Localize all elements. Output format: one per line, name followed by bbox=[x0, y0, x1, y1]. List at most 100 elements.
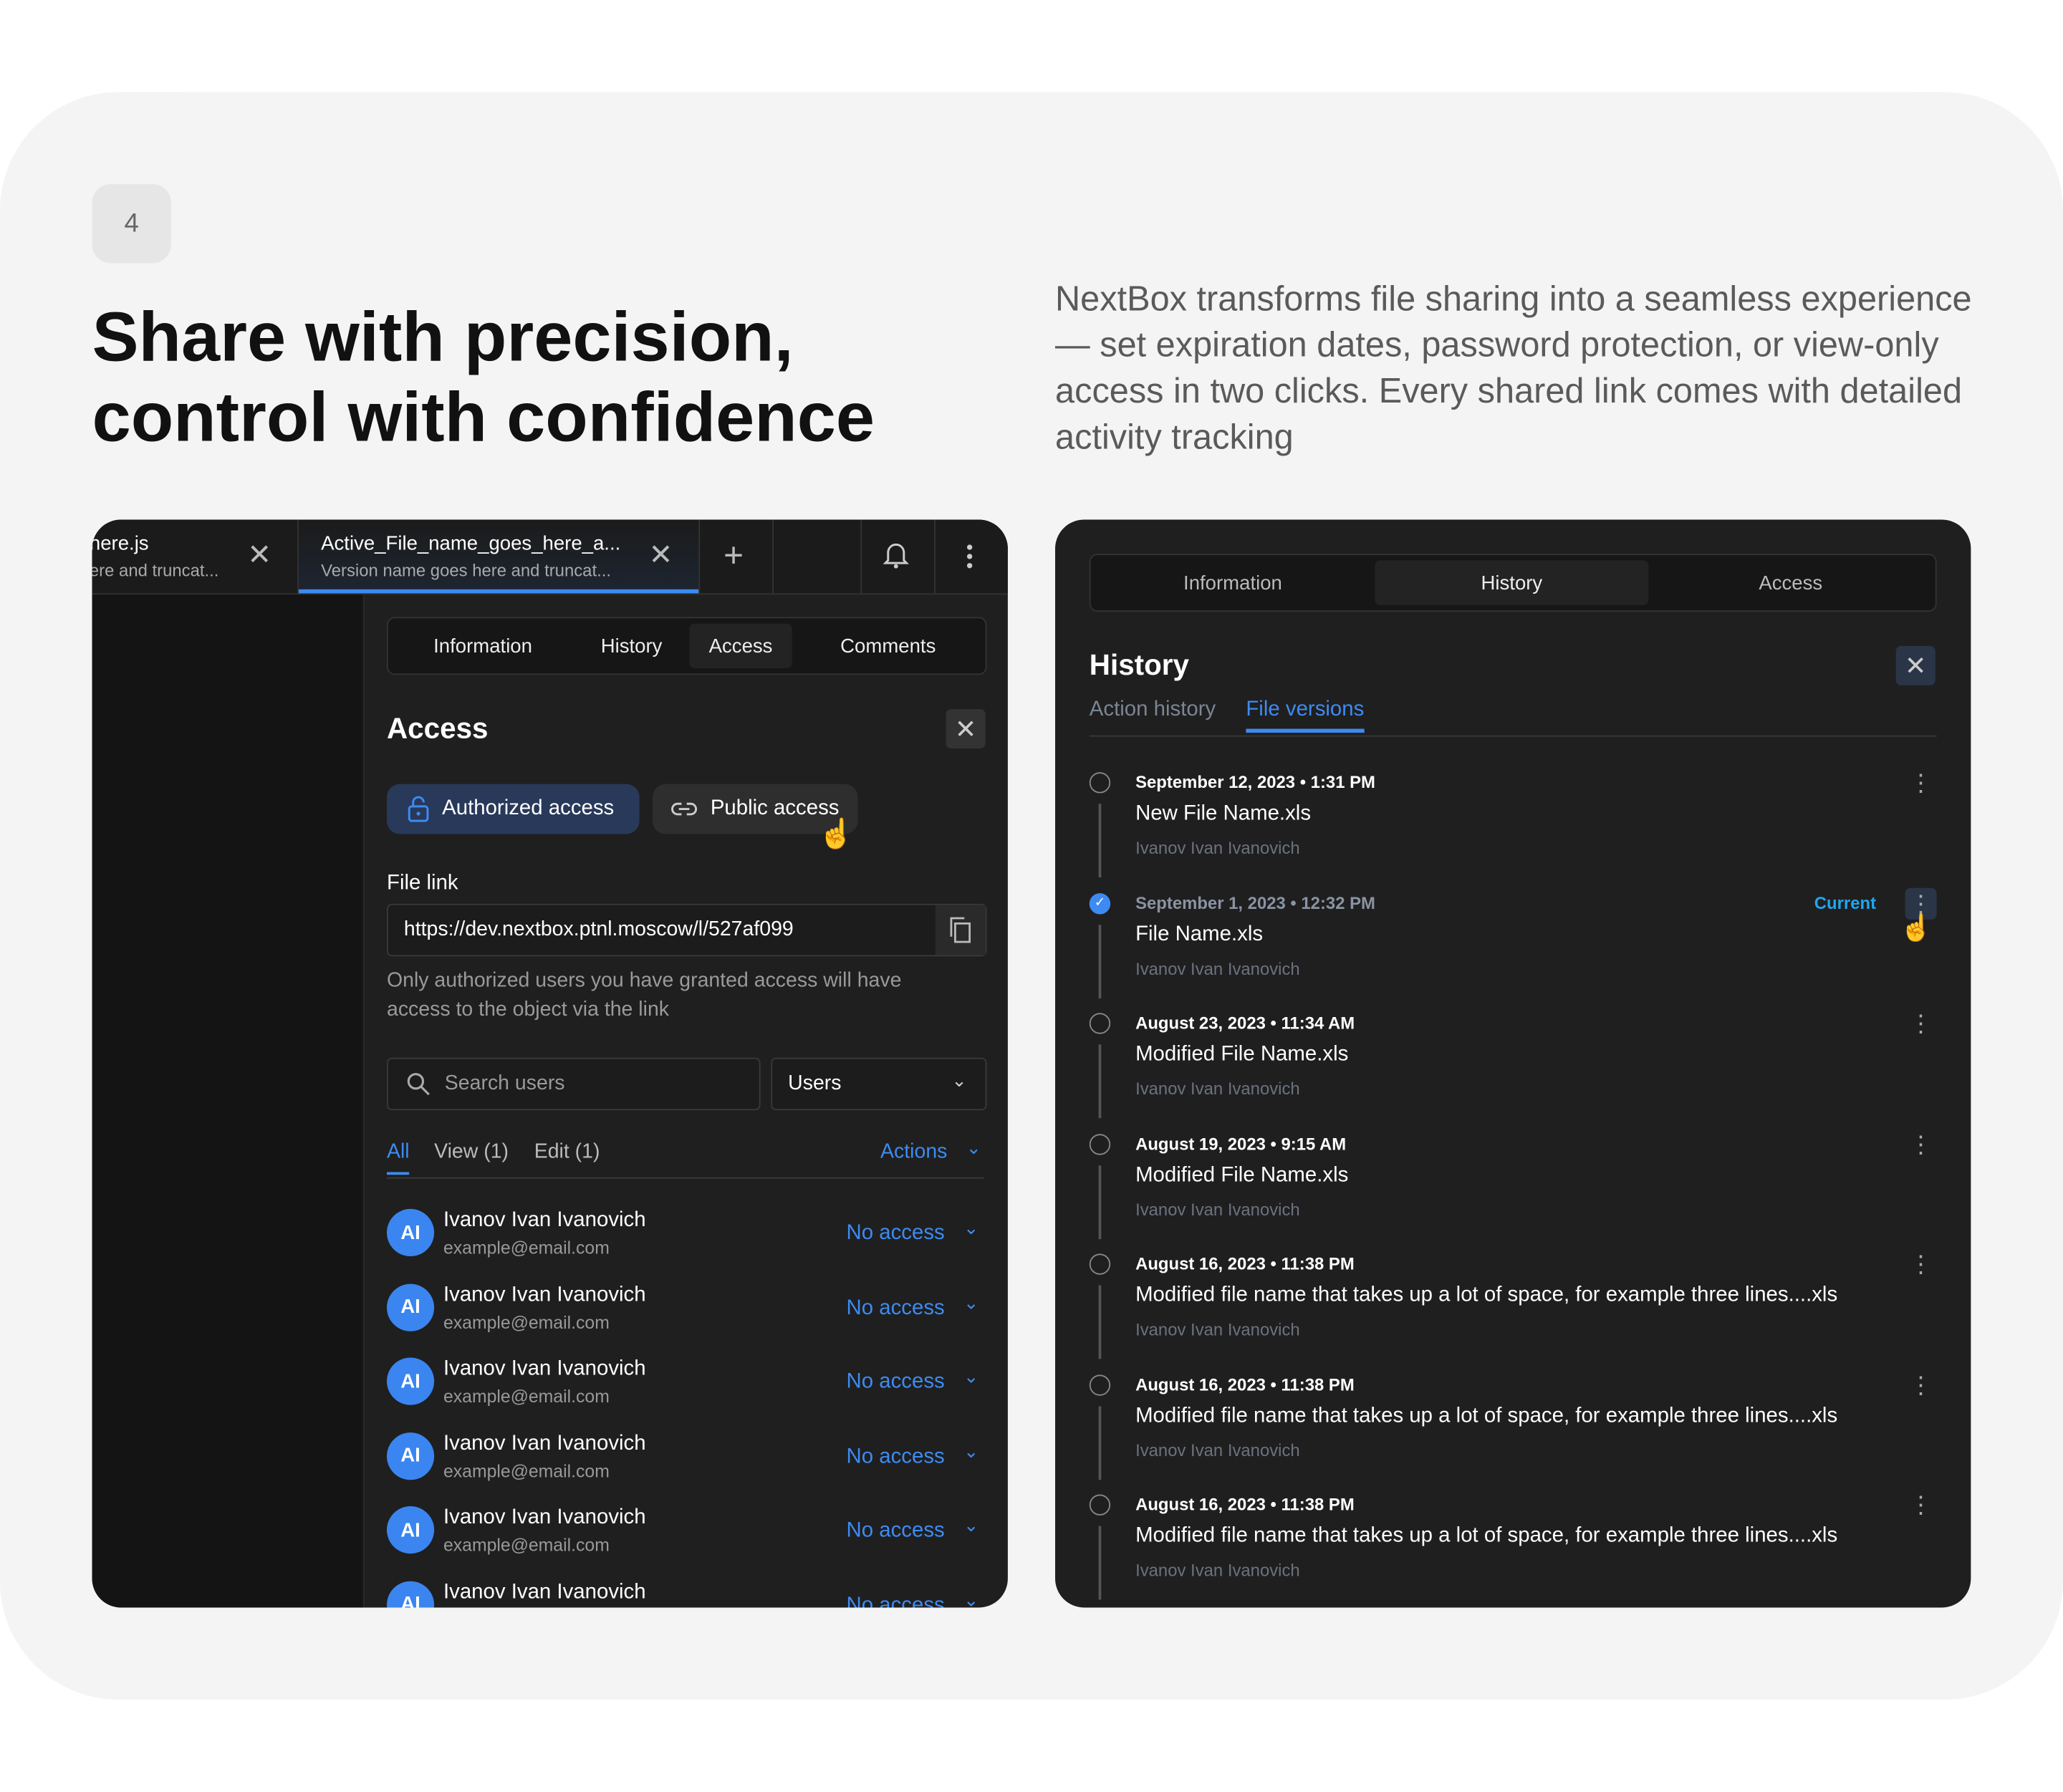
chevron-down-icon: ⌄ bbox=[963, 1216, 979, 1238]
version-author: Ivanov Ivan Ivanovich bbox=[1135, 958, 1300, 978]
avatar: AI bbox=[386, 1580, 435, 1608]
user-email: example@email.com bbox=[443, 1460, 610, 1481]
sub-tab-file-versions[interactable]: File versions bbox=[1246, 698, 1365, 733]
actions-dropdown[interactable]: Actions bbox=[880, 1140, 948, 1163]
user-name: Ivanov Ivan Ivanovich bbox=[443, 1283, 646, 1306]
more-vertical-icon[interactable]: ⋮ bbox=[1909, 769, 1933, 796]
user-row: AI Ivanov Ivan Ivanovich example@email.c… bbox=[386, 1430, 984, 1488]
current-badge: Current bbox=[1814, 892, 1877, 912]
version-date: August 16, 2023 • 11:38 PM bbox=[1135, 1253, 1355, 1273]
version-item: August 23, 2023 • 11:34 AM Modified File… bbox=[1089, 1011, 1937, 1123]
hand-cursor-icon: ☝ bbox=[818, 816, 855, 850]
link-hint: Only authorized users you have granted a… bbox=[386, 969, 902, 1021]
access-level-dropdown[interactable]: No access bbox=[846, 1445, 945, 1468]
filter-tabs: All View (1) Edit (1) Actions ⌄ bbox=[386, 1137, 984, 1179]
circle-icon bbox=[1089, 1253, 1111, 1275]
close-icon[interactable]: ✕ bbox=[648, 538, 673, 572]
version-author: Ivanov Ivan Ivanovich bbox=[1135, 1319, 1300, 1339]
chevron-down-icon: ⌄ bbox=[963, 1440, 979, 1461]
user-name: Ivanov Ivan Ivanovich bbox=[443, 1506, 646, 1529]
more-vertical-icon[interactable]: ⋮ bbox=[1905, 887, 1937, 919]
version-name: Modified file name that takes up a lot o… bbox=[1135, 1524, 1838, 1547]
file-tab[interactable]: here.js ere and truncat... ✕ bbox=[92, 519, 297, 593]
more-vertical-icon[interactable]: ⋮ bbox=[1909, 1371, 1933, 1398]
version-name: New File Name.xls bbox=[1135, 802, 1312, 825]
avatar: AI bbox=[386, 1432, 435, 1480]
bell-icon[interactable] bbox=[883, 541, 910, 577]
access-level-dropdown[interactable]: No access bbox=[846, 1222, 945, 1245]
chevron-down-icon: ⌄ bbox=[963, 1514, 979, 1536]
public-access-label: Public access bbox=[710, 797, 840, 820]
user-email: example@email.com bbox=[443, 1535, 610, 1555]
file-tab-bar: here.js ere and truncat... ✕ Active_File… bbox=[92, 519, 1008, 595]
avatar: AI bbox=[386, 1357, 435, 1405]
avatar: AI bbox=[386, 1208, 435, 1257]
version-date: August 23, 2023 • 11:34 AM bbox=[1135, 1013, 1355, 1033]
tab-access[interactable]: Access bbox=[1759, 572, 1823, 594]
close-panel-button[interactable]: ✕ bbox=[1895, 645, 1935, 685]
version-name: Modified file name that takes up a lot o… bbox=[1135, 1404, 1838, 1427]
version-item: August 16, 2023 • 11:38 PM Modified file… bbox=[1089, 1372, 1937, 1484]
user-email: example@email.com bbox=[443, 1312, 610, 1332]
chevron-down-icon: ⌄ bbox=[951, 1069, 967, 1091]
file-link-field[interactable]: https://dev.nextbox.ptnl.moscow/l/527af0… bbox=[386, 903, 987, 957]
filter-tab-view[interactable]: View (1) bbox=[434, 1140, 509, 1163]
access-level-dropdown[interactable]: No access bbox=[846, 1370, 945, 1394]
more-vertical-icon[interactable]: ⋮ bbox=[1909, 1130, 1933, 1157]
step-badge: 4 bbox=[92, 184, 171, 264]
copy-button[interactable] bbox=[935, 905, 986, 955]
user-name: Ivanov Ivan Ivanovich bbox=[443, 1432, 646, 1455]
close-panel-button[interactable]: ✕ bbox=[946, 708, 986, 749]
tab-history[interactable]: History bbox=[600, 635, 663, 657]
version-date: September 12, 2023 • 1:31 PM bbox=[1135, 772, 1375, 792]
description: NextBox transforms file sharing into a s… bbox=[1055, 279, 1972, 457]
version-name: File Name.xls bbox=[1135, 923, 1264, 945]
tab-access[interactable]: Access bbox=[689, 623, 792, 669]
close-icon[interactable]: ✕ bbox=[247, 538, 272, 572]
version-author: Ivanov Ivan Ivanovich bbox=[1135, 1199, 1300, 1219]
file-link-value: https://dev.nextbox.ptnl.moscow/l/527af0… bbox=[403, 918, 794, 941]
file-tab-active[interactable]: Active_File_name_goes_here_a... Version … bbox=[298, 519, 699, 594]
public-access-button[interactable]: Public access bbox=[653, 784, 858, 834]
tab-history[interactable]: History bbox=[1375, 560, 1649, 605]
filter-tab-all[interactable]: All bbox=[386, 1140, 410, 1175]
search-icon bbox=[407, 1073, 430, 1096]
search-users-input[interactable]: Search users bbox=[386, 1057, 761, 1111]
access-level-dropdown[interactable]: No access bbox=[846, 1594, 945, 1608]
history-sub-tabs: Action history File versions bbox=[1089, 698, 1937, 737]
circle-icon bbox=[1089, 1013, 1111, 1034]
tab-information[interactable]: Information bbox=[1183, 572, 1282, 594]
tab-comments[interactable]: Comments bbox=[840, 635, 936, 657]
more-vertical-icon[interactable]: ⋮ bbox=[1909, 1491, 1933, 1518]
plus-icon[interactable]: + bbox=[723, 535, 744, 575]
panel-title: History bbox=[1089, 648, 1190, 682]
authorized-access-button[interactable]: Authorized access bbox=[386, 784, 640, 834]
user-row: AI Ivanov Ivan Ivanovich example@email.c… bbox=[386, 1206, 984, 1264]
sub-tab-action-history[interactable]: Action history bbox=[1089, 698, 1216, 721]
user-email: example@email.com bbox=[443, 1386, 610, 1407]
user-name: Ivanov Ivan Ivanovich bbox=[443, 1357, 646, 1380]
circle-icon bbox=[1089, 1494, 1111, 1516]
panel-title: Access bbox=[386, 711, 489, 745]
file-tab-subtitle: ere and truncat... bbox=[92, 560, 219, 580]
close-icon: ✕ bbox=[1904, 652, 1927, 681]
more-vertical-icon[interactable]: ⋮ bbox=[1909, 1251, 1933, 1278]
more-vertical-icon[interactable] bbox=[966, 544, 973, 577]
chevron-down-icon: ⌄ bbox=[963, 1365, 979, 1387]
hand-cursor-icon: ☝ bbox=[1900, 913, 1933, 943]
file-tab-title: Active_File_name_goes_here_a... bbox=[321, 532, 621, 556]
version-date: August 16, 2023 • 11:38 PM bbox=[1135, 1374, 1355, 1394]
version-name: Modified file name that takes up a lot o… bbox=[1135, 1283, 1838, 1306]
user-email: example@email.com bbox=[443, 1238, 610, 1258]
filter-tab-edit[interactable]: Edit (1) bbox=[534, 1140, 600, 1163]
access-level-dropdown[interactable]: No access bbox=[846, 1519, 945, 1542]
search-placeholder: Search users bbox=[444, 1071, 565, 1095]
avatar: AI bbox=[386, 1506, 435, 1554]
version-author: Ivanov Ivan Ivanovich bbox=[1135, 1440, 1300, 1460]
user-name: Ivanov Ivan Ivanovich bbox=[443, 1580, 646, 1604]
close-icon: ✕ bbox=[954, 715, 977, 744]
access-level-dropdown[interactable]: No access bbox=[846, 1296, 945, 1319]
users-filter-select[interactable]: Users ⌄ bbox=[771, 1057, 987, 1111]
more-vertical-icon[interactable]: ⋮ bbox=[1909, 1010, 1933, 1037]
tab-information[interactable]: Information bbox=[433, 635, 532, 657]
